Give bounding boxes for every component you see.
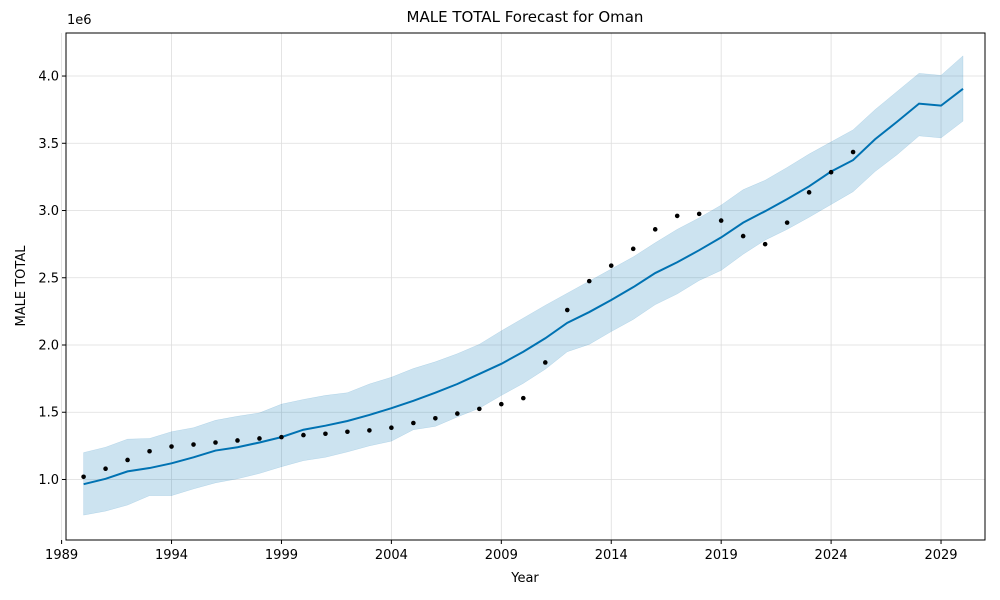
actual-data-point [521,395,526,401]
grid [61,33,985,540]
actual-data-point [279,434,284,440]
x-tick-label: 2024 [815,548,848,563]
actual-data-point [652,227,658,232]
actual-data-point [542,360,548,365]
x-tick-label: 2029 [924,548,957,563]
actual-data-point [718,218,724,223]
actual-data-point [169,444,174,449]
actual-data-point [630,246,636,252]
actual-data-point [323,431,328,437]
y-tick-label: 2.5 [38,271,59,286]
actual-data-point [740,233,746,239]
forecast-line-layer [83,88,964,486]
actual-data-point [345,429,350,435]
confidence-band-layer [83,55,964,516]
actual-data-point [389,425,394,431]
y-tick-label: 1.5 [38,406,59,421]
plot-frame [65,32,986,541]
actual-data-point [762,241,768,247]
y-tick-label: 3.0 [38,204,59,219]
actual-data-point [608,263,614,268]
actual-data-point [828,169,834,175]
y-tick-label: 3.5 [38,137,59,152]
actual-data-point [806,190,812,195]
y-axis-ticks: 1.0 1.5 2.0 2.5 3.0 3.5 4.0 [38,70,66,488]
actual-data-point [235,438,240,443]
actual-data-point [301,432,306,438]
actual-data-point [674,213,680,219]
actual-data-point [696,211,702,217]
x-tick-label: 1994 [155,548,188,563]
actual-data-point [103,466,108,472]
x-tick-label: 2009 [485,548,518,563]
actual-data-point [411,420,416,426]
actual-data-point [784,220,790,225]
y-tick-label: 2.0 [38,339,59,354]
x-axis-label: Year [510,571,539,586]
chart-title: MALE TOTAL Forecast for Oman [407,8,644,26]
x-axis-ticks: 1989 1994 1999 2004 2009 2014 2019 2024 2029 [45,540,958,563]
actual-data-point [477,406,482,412]
actual-data-point [433,415,438,421]
x-tick-label: 1999 [265,548,298,563]
x-tick-label: 1989 [45,548,78,563]
actual-data-point [213,440,218,445]
actual-data-point [125,457,130,463]
actual-points-layer [81,149,856,480]
y-tick-label: 4.0 [38,70,59,85]
actual-data-point [81,474,86,480]
y-tick-label: 1.0 [38,473,59,488]
actual-data-point [191,442,196,447]
actual-data-point [257,436,262,441]
y-axis-label: MALE TOTAL [14,245,29,327]
x-tick-label: 2004 [375,548,408,563]
actual-data-point [850,149,856,155]
actual-data-point [367,428,372,433]
x-tick-label: 2014 [595,548,628,563]
forecast-line [83,88,964,486]
actual-data-point [586,278,592,284]
actual-data-point [455,411,460,416]
confidence-band [83,55,964,516]
x-tick-label: 2019 [705,548,738,563]
y-offset-label: 1e6 [67,13,92,28]
actual-data-point [564,307,570,313]
actual-data-point [147,448,152,454]
actual-data-point [499,401,504,407]
